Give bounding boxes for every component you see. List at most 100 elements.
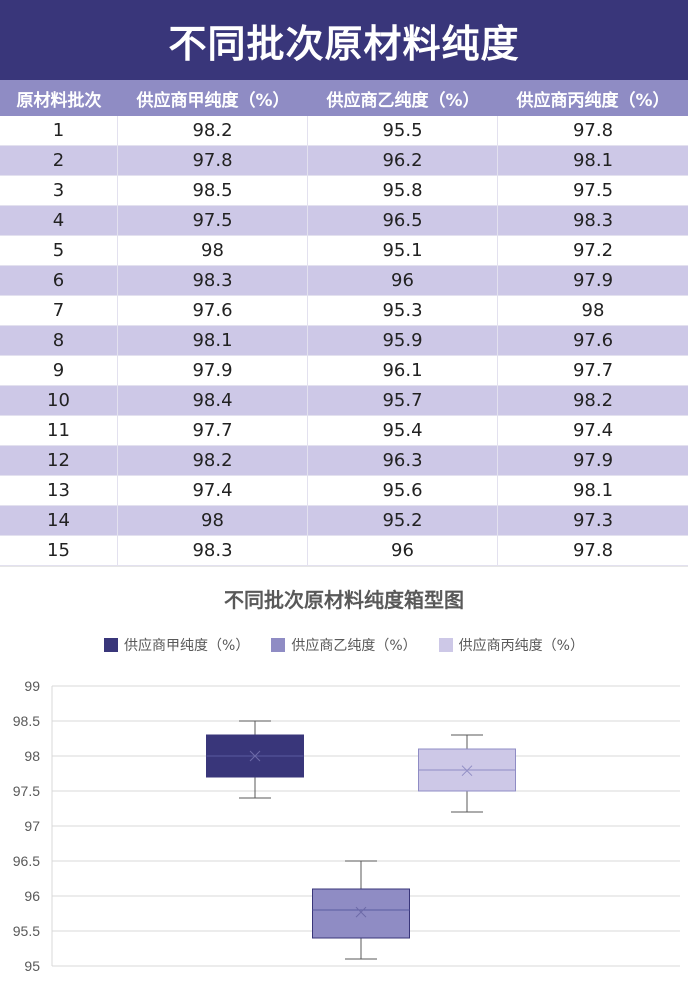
table-cell: 95.2	[308, 506, 498, 536]
table-row: 13 97.4 95.6 98.1	[0, 476, 688, 506]
table-cell: 11	[0, 416, 118, 446]
y-tick-label: 97.5	[13, 783, 40, 799]
table-cell: 15	[0, 536, 118, 566]
table-cell: 97.5	[498, 176, 688, 206]
table-cell: 98.1	[498, 146, 688, 176]
header-batch: 原材料批次	[16, 90, 102, 111]
y-tick-label: 98.5	[13, 713, 40, 729]
table-cell: 96.2	[308, 146, 498, 176]
page-title: 不同批次原材料纯度	[0, 0, 688, 80]
table-row: 2 97.8 96.2 98.1	[0, 146, 688, 176]
table-cell: 9	[0, 356, 118, 386]
table-cell: 97.8	[498, 116, 688, 146]
table-cell: 96.5	[308, 206, 498, 236]
box-2	[312, 888, 410, 939]
y-tick-label: 95	[24, 958, 40, 974]
mean-marker	[355, 906, 367, 918]
table-cell: 98	[118, 506, 308, 536]
table-cell: 3	[0, 176, 118, 206]
table-cell: 14	[0, 506, 118, 536]
chart-legend: 供应商甲纯度（%） 供应商乙纯度（%） 供应商丙纯度（%）	[0, 635, 688, 655]
legend-item: 供应商乙纯度（%）	[271, 635, 417, 655]
table-cell: 96	[308, 536, 498, 566]
table-cell: 2	[0, 146, 118, 176]
table-cell: 98.1	[118, 326, 308, 356]
table-row: 7 97.6 95.3 98	[0, 296, 688, 326]
table-header: 原材料批次 供应商甲纯度（%） 供应商乙纯度（%） 供应商丙纯度（%）	[0, 80, 688, 116]
table-cell: 98.5	[118, 176, 308, 206]
table-cell: 97.2	[498, 236, 688, 266]
table-row: 10 98.4 95.7 98.2	[0, 386, 688, 416]
mean-marker	[461, 765, 473, 777]
legend-label: 供应商乙纯度（%）	[291, 638, 417, 654]
table-cell: 97.6	[118, 296, 308, 326]
mean-marker	[249, 750, 261, 762]
table-cell: 6	[0, 266, 118, 296]
legend-swatch	[104, 638, 119, 652]
table-row: 5 98 95.1 97.2	[0, 236, 688, 266]
table-row: 14 98 95.2 97.3	[0, 506, 688, 536]
header-supplier-c: 供应商丙纯度（%）	[516, 90, 670, 111]
table-cell: 95.1	[308, 236, 498, 266]
table-cell: 95.8	[308, 176, 498, 206]
table-cell: 98.2	[118, 446, 308, 476]
table-cell: 10	[0, 386, 118, 416]
table-cell: 4	[0, 206, 118, 236]
table-cell: 97.9	[498, 446, 688, 476]
header-supplier-a: 供应商甲纯度（%）	[136, 90, 290, 111]
table-row: 6 98.3 96 97.9	[0, 266, 688, 296]
table-cell: 7	[0, 296, 118, 326]
table-cell: 97.9	[118, 356, 308, 386]
table-cell: 13	[0, 476, 118, 506]
table-cell: 95.7	[308, 386, 498, 416]
table-cell: 97.7	[498, 356, 688, 386]
legend-label: 供应商甲纯度（%）	[124, 638, 250, 654]
table-cell: 98.2	[498, 386, 688, 416]
table-row: 8 98.1 95.9 97.6	[0, 326, 688, 356]
y-tick-label: 99	[24, 678, 40, 694]
legend-swatch	[438, 638, 453, 652]
y-tick-label: 95.5	[13, 923, 40, 939]
table-cell: 98.3	[118, 536, 308, 566]
y-tick-label: 98	[24, 748, 40, 764]
table-cell: 95.3	[308, 296, 498, 326]
table-cell: 97.4	[498, 416, 688, 446]
table-cell: 96.1	[308, 356, 498, 386]
table-row: 12 98.2 96.3 97.9	[0, 446, 688, 476]
table-cell: 5	[0, 236, 118, 266]
table-cell: 97.6	[498, 326, 688, 356]
legend-item: 供应商丙纯度（%）	[438, 635, 584, 655]
y-tick-label: 96.5	[13, 853, 40, 869]
table-cell: 98.2	[118, 116, 308, 146]
table-cell: 97.4	[118, 476, 308, 506]
table-row: 11 97.7 95.4 97.4	[0, 416, 688, 446]
header-supplier-b: 供应商乙纯度（%）	[326, 90, 480, 111]
legend-item: 供应商甲纯度（%）	[104, 635, 249, 655]
y-tick-label: 96	[24, 888, 40, 904]
table-cell: 95.4	[308, 416, 498, 446]
table-cell: 97.5	[118, 206, 308, 236]
table-cell: 98	[498, 296, 688, 326]
chart-area: 不同批次原材料纯度箱型图 供应商甲纯度（%） 供应商乙纯度（%） 供应商丙纯度（%）…	[0, 566, 688, 983]
legend-swatch	[271, 638, 286, 652]
table-cell: 97.8	[118, 146, 308, 176]
table-row: 3 98.5 95.8 97.5	[0, 176, 688, 206]
table-row: 1 98.2 95.5 97.8	[0, 116, 688, 146]
table-cell: 12	[0, 446, 118, 476]
table-row: 15 98.3 96 97.8	[0, 536, 688, 566]
table-cell: 95.5	[308, 116, 498, 146]
table-cell: 98.4	[118, 386, 308, 416]
table-cell: 98	[118, 236, 308, 266]
table-cell: 95.6	[308, 476, 498, 506]
table-cell: 8	[0, 326, 118, 356]
box-plot: 95 95.5 96 96.5 97 97.5 98 98.5 99	[13, 678, 680, 974]
table-cell: 96.3	[308, 446, 498, 476]
table-cell: 98.3	[498, 206, 688, 236]
table-cell: 97.8	[498, 536, 688, 566]
table-cell: 97.7	[118, 416, 308, 446]
table-cell: 98.1	[498, 476, 688, 506]
y-tick-label: 97	[24, 818, 40, 834]
table-cell: 1	[0, 116, 118, 146]
legend-label: 供应商丙纯度（%）	[458, 638, 584, 654]
table-cell: 96	[308, 266, 498, 296]
